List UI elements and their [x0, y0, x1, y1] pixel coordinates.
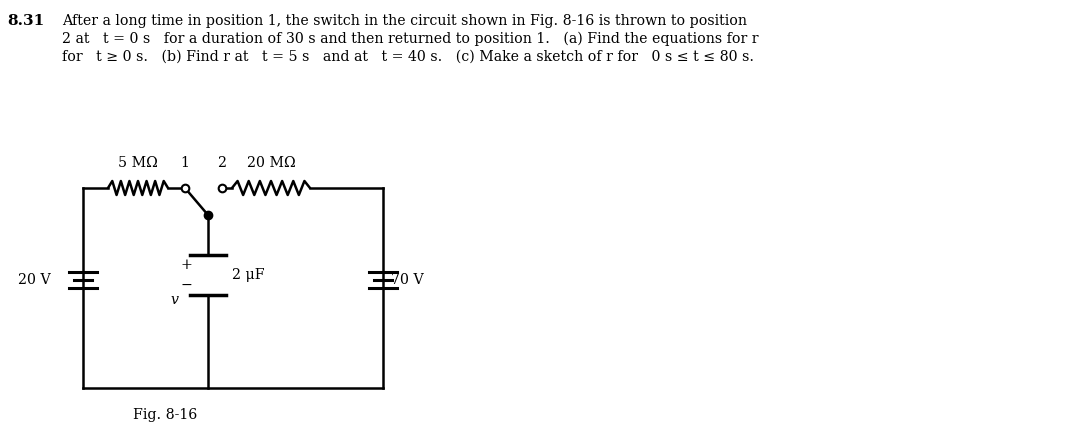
Text: 8.31: 8.31 — [6, 14, 44, 28]
Text: 1: 1 — [180, 156, 190, 170]
Text: v: v — [170, 293, 178, 307]
Text: 2: 2 — [218, 156, 227, 170]
Text: 20 V: 20 V — [18, 273, 51, 287]
Text: 20 MΩ: 20 MΩ — [247, 156, 296, 170]
Text: 2 μF: 2 μF — [232, 268, 264, 282]
Text: 2 at   t = 0 s   for a duration of 30 s and then returned to position 1.   (a) F: 2 at t = 0 s for a duration of 30 s and … — [62, 32, 759, 46]
Text: Fig. 8-16: Fig. 8-16 — [134, 408, 197, 422]
Text: −: − — [180, 278, 192, 292]
Text: 5 MΩ: 5 MΩ — [118, 156, 158, 170]
Text: After a long time in position 1, the switch in the circuit shown in Fig. 8-16 is: After a long time in position 1, the swi… — [62, 14, 747, 28]
Text: +: + — [180, 258, 192, 272]
Text: for   t ≥ 0 s.   (b) Find r at   t = 5 s   and at   t = 40 s.   (c) Make a sketc: for t ≥ 0 s. (b) Find r at t = 5 s and a… — [62, 50, 754, 64]
Text: 70 V: 70 V — [391, 273, 424, 287]
